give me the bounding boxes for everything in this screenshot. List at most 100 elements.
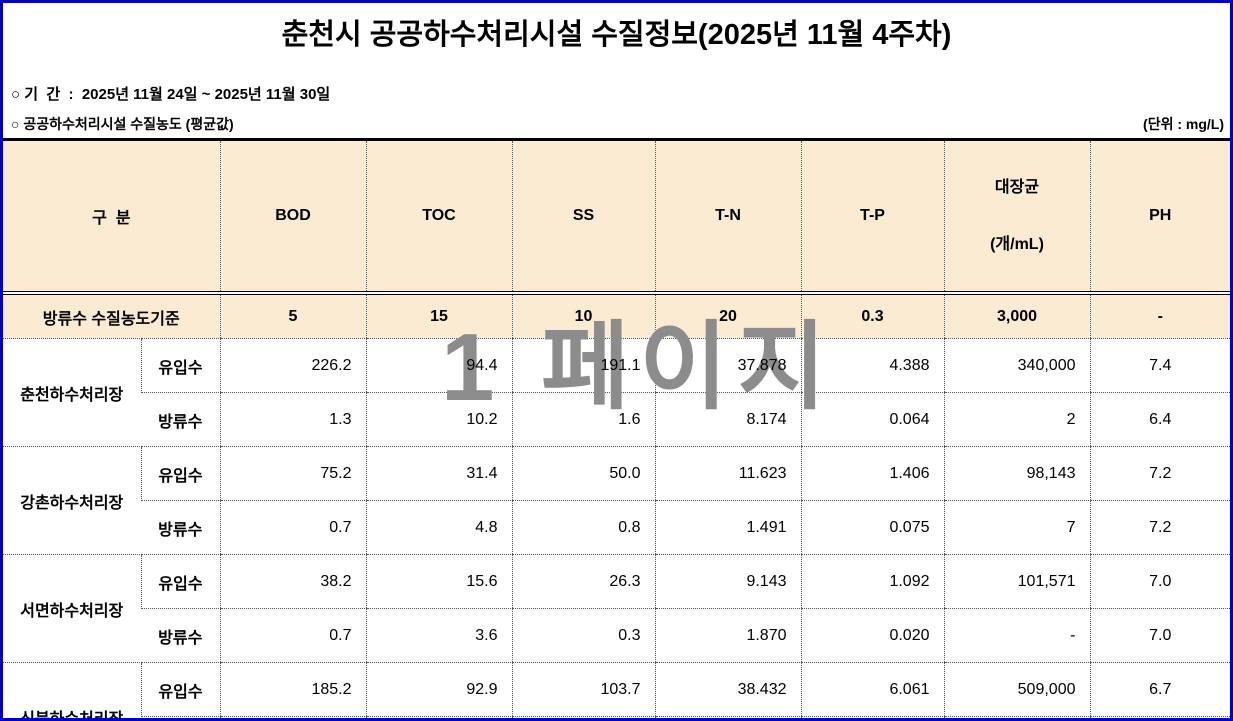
col-header-tn: T-N bbox=[654, 139, 801, 295]
standard-row: 방류수 수질농도기준 5 15 10 20 0.3 3,000 - bbox=[3, 293, 1230, 339]
standard-value-cell: 15 bbox=[365, 293, 512, 339]
coliform-header-line1: 대장균 bbox=[994, 179, 1040, 196]
col-header-ss: SS bbox=[511, 139, 655, 295]
value-cell: 94.4 bbox=[365, 338, 512, 393]
value-cell: 0.3 bbox=[511, 608, 655, 663]
data-row: 방류수 1.3 10.2 1.6 8.174 0.064 2 6.4 bbox=[3, 392, 1230, 447]
table-header-row: 구 분 BOD TOC SS T-N T-P 대장균 (개/mL) PH bbox=[3, 139, 1230, 295]
coliform-header-line2: (개/mL) bbox=[990, 236, 1044, 253]
col-header-toc: TOC bbox=[365, 139, 512, 295]
value-cell: 4.388 bbox=[800, 338, 944, 393]
value-cell: 15.6 bbox=[365, 554, 512, 609]
value-cell: 0.8 bbox=[511, 500, 655, 555]
col-header-bod: BOD bbox=[219, 139, 366, 295]
flow-type-cell: 유입수 bbox=[140, 446, 220, 501]
value-cell: 1.870 bbox=[654, 608, 801, 663]
value-cell: 6.8 bbox=[1089, 716, 1230, 718]
plant-name-cell: 신북하수처리장 bbox=[3, 662, 141, 718]
flow-type-cell: 방류수 bbox=[141, 500, 220, 555]
value-cell: 7.0 bbox=[1089, 608, 1230, 663]
value-cell: 7.2 bbox=[1089, 446, 1230, 501]
standard-label-cell: 방류수 수질농도기준 bbox=[3, 293, 220, 339]
value-cell: 1.9 bbox=[511, 716, 655, 718]
flow-type-cell: 방류수 bbox=[141, 608, 220, 663]
value-cell: 7.0 bbox=[1089, 554, 1230, 609]
value-cell: 103.7 bbox=[511, 662, 655, 717]
value-cell: 8.174 bbox=[654, 392, 801, 447]
value-cell: 3.6 bbox=[365, 608, 512, 663]
value-cell: 1.406 bbox=[800, 446, 944, 501]
value-cell: 26.3 bbox=[511, 554, 655, 609]
value-cell: - bbox=[943, 716, 1090, 718]
water-quality-table: 구 분 BOD TOC SS T-N T-P 대장균 (개/mL) PH 방류수… bbox=[3, 138, 1230, 718]
plant-name-cell: 춘천하수처리장 bbox=[3, 338, 141, 447]
value-cell: - bbox=[943, 608, 1090, 663]
flow-type-cell: 유입수 bbox=[140, 554, 220, 609]
unit-note: (단위 : mg/L) bbox=[1143, 116, 1224, 132]
value-cell: 6.7 bbox=[1089, 662, 1230, 717]
col-header-ph: PH bbox=[1089, 139, 1230, 295]
value-cell: 1.6 bbox=[511, 392, 655, 447]
value-cell: 185.2 bbox=[219, 662, 366, 717]
value-cell: 98,143 bbox=[943, 446, 1090, 501]
value-cell: 11.623 bbox=[654, 446, 801, 501]
value-cell: 9.143 bbox=[654, 554, 801, 609]
flow-type-cell: 유입수 bbox=[140, 338, 220, 393]
data-row: 방류수 0.7 3.6 0.3 1.870 0.020 - 7.0 bbox=[3, 608, 1230, 663]
standard-value-cell: 3,000 bbox=[943, 293, 1090, 339]
data-row: 춘천하수처리장 유입수 226.2 94.4 191.1 37.878 4.38… bbox=[3, 338, 1230, 447]
flow-type-cell: 유입수 bbox=[140, 662, 220, 717]
value-cell: 0.064 bbox=[800, 392, 944, 447]
col-header-coliform: 대장균 (개/mL) bbox=[943, 139, 1090, 295]
value-cell: 0.020 bbox=[800, 608, 944, 663]
subtitle-line: ○ 공공하수처리시설 수질농도 (평균값) bbox=[11, 116, 234, 132]
standard-value-cell: 20 bbox=[654, 293, 801, 339]
value-cell: 101,571 bbox=[943, 554, 1090, 609]
data-row: 서면하수처리장 유입수 38.2 15.6 26.3 9.143 1.092 1… bbox=[3, 554, 1230, 663]
value-cell: 0.7 bbox=[219, 608, 366, 663]
value-cell: 37.878 bbox=[654, 338, 801, 393]
value-cell: 10.2 bbox=[365, 392, 512, 447]
value-cell: 2 bbox=[943, 392, 1090, 447]
standard-value-cell: 5 bbox=[219, 293, 366, 339]
value-cell: 1.491 bbox=[654, 500, 801, 555]
col-header-tp: T-P bbox=[800, 139, 944, 295]
page-title: 춘천시 공공하수처리시설 수질정보(2025년 11월 4주차) bbox=[281, 19, 952, 51]
value-cell: 340,000 bbox=[943, 338, 1090, 393]
value-cell: 92.9 bbox=[365, 662, 512, 717]
subtitle-row: ○ 공공하수처리시설 수질농도 (평균값) (단위 : mg/L) bbox=[3, 114, 1230, 134]
value-cell: 38.2 bbox=[219, 554, 366, 609]
value-cell: 38.432 bbox=[654, 662, 801, 717]
standard-value-cell: 0.3 bbox=[800, 293, 944, 339]
flow-type-cell: 방류수 bbox=[141, 392, 220, 447]
value-cell: 50.0 bbox=[511, 446, 655, 501]
value-cell: 226.2 bbox=[219, 338, 366, 393]
value-cell: 1.092 bbox=[800, 554, 944, 609]
data-row: 방류수 0.7 4.8 0.8 1.491 0.075 7 7.2 bbox=[3, 500, 1230, 555]
value-cell: 0.075 bbox=[800, 500, 944, 555]
plant-name-cell: 서면하수처리장 bbox=[3, 554, 141, 663]
value-cell: 509,000 bbox=[943, 662, 1090, 717]
plant-name-cell: 강촌하수처리장 bbox=[3, 446, 141, 555]
standard-value-cell: 10 bbox=[511, 293, 655, 339]
value-cell: 3.965 bbox=[654, 716, 801, 718]
value-cell: 6.4 bbox=[1089, 392, 1230, 447]
value-cell: 0.045 bbox=[800, 716, 944, 718]
data-row: 강촌하수처리장 유입수 75.2 31.4 50.0 11.623 1.406 … bbox=[3, 446, 1230, 555]
value-cell: 7 bbox=[943, 500, 1090, 555]
col-header-category: 구 분 bbox=[3, 139, 220, 295]
data-row: 방류수 0.9 4.6 1.9 3.965 0.045 - 6.8 bbox=[3, 716, 1230, 718]
value-cell: 0.7 bbox=[219, 500, 366, 555]
value-cell: 31.4 bbox=[365, 446, 512, 501]
value-cell: 4.6 bbox=[365, 716, 512, 718]
value-cell: 1.3 bbox=[219, 392, 366, 447]
flow-type-cell: 방류수 bbox=[141, 716, 220, 718]
value-cell: 7.4 bbox=[1089, 338, 1230, 393]
value-cell: 0.9 bbox=[219, 716, 366, 718]
value-cell: 6.061 bbox=[800, 662, 944, 717]
value-cell: 75.2 bbox=[219, 446, 366, 501]
period-line: ○ 기 간 : 2025년 11월 24일 ~ 2025년 11월 30일 bbox=[11, 86, 331, 103]
standard-value-cell: - bbox=[1089, 293, 1230, 339]
data-row: 신북하수처리장 유입수 185.2 92.9 103.7 38.432 6.06… bbox=[3, 662, 1230, 718]
